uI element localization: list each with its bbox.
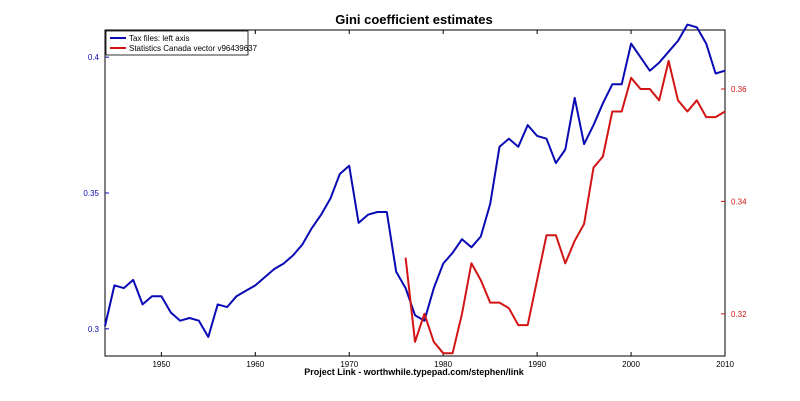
series-line-statcan [404,59,726,355]
series-layer [104,23,726,355]
legend-label-statcan: Statistics Canada vector v96439637 [129,44,258,53]
left-tick-label: 0.3 [88,325,100,334]
right-tick-label: 0.34 [731,197,747,206]
series-line-tax-files [104,23,726,338]
left-tick-label: 0.4 [88,53,100,62]
x-axis-label: Project Link - worthwhile.typepad.com/st… [304,367,525,377]
x-tick-label: 1960 [246,360,264,369]
right-tick-label: 0.32 [731,310,747,319]
right-y-axis: 0.32 0.34 0.36 [721,85,747,319]
legend: Tax files: left axis Statistics Canada v… [105,30,258,56]
x-tick-label: 1950 [152,360,170,369]
legend-box [105,30,249,56]
x-axis: 1950 1960 1970 1980 1990 2000 2010 [152,30,734,369]
chart-title: Gini coefficient estimates [335,12,493,27]
legend-label-tax-files: Tax files: left axis [129,34,189,43]
left-y-axis: 0.3 0.35 0.4 [83,53,109,334]
x-tick-label: 1990 [528,360,546,369]
left-tick-label: 0.35 [83,189,99,198]
x-tick-label: 1970 [340,360,358,369]
x-tick-label: 1980 [434,360,452,369]
right-tick-label: 0.36 [731,85,747,94]
x-tick-label: 2010 [716,360,734,369]
x-tick-label: 2000 [622,360,640,369]
